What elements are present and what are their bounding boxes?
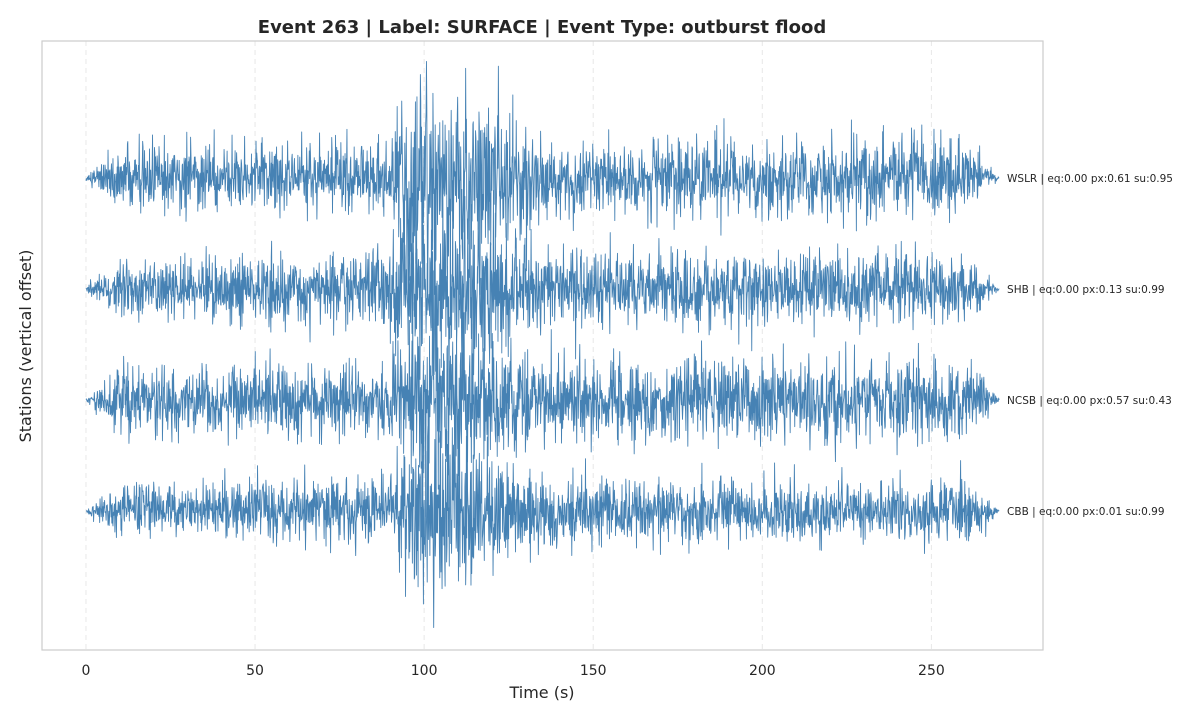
x-tick-label: 200: [749, 663, 776, 679]
trace-shb: [85, 172, 1000, 406]
y-axis-label: Stations (vertical offset): [16, 250, 35, 443]
x-axis-ticks: 0 50 100 150 200 250: [82, 663, 945, 679]
x-tick-label: 150: [580, 663, 607, 679]
chart-title: Event 263 | Label: SURFACE | Event Type:…: [258, 17, 826, 38]
x-tick-label: 50: [246, 663, 264, 679]
gridlines: [85, 41, 932, 650]
traces: [85, 61, 1000, 628]
trace-labels: WSLR | eq:0.00 px:0.61 su:0.95 SHB | eq:0…: [1007, 173, 1173, 518]
trace-label-shb: SHB | eq:0.00 px:0.13 su:0.99: [1007, 284, 1165, 296]
plot-frame: [41, 40, 1044, 651]
x-tick-label: 0: [82, 663, 91, 679]
trace-ncsb: [85, 283, 1000, 517]
trace-cbb: [85, 394, 1000, 628]
trace-label-cbb: CBB | eq:0.00 px:0.01 su:0.99: [1007, 506, 1165, 518]
x-tick-label: 100: [411, 663, 438, 679]
trace-wslr: [85, 61, 1000, 295]
x-tick-label: 250: [918, 663, 945, 679]
x-axis-label: Time (s): [508, 683, 574, 702]
trace-label-wslr: WSLR | eq:0.00 px:0.61 su:0.95: [1007, 173, 1173, 185]
trace-label-ncsb: NCSB | eq:0.00 px:0.57 su:0.43: [1007, 395, 1172, 407]
